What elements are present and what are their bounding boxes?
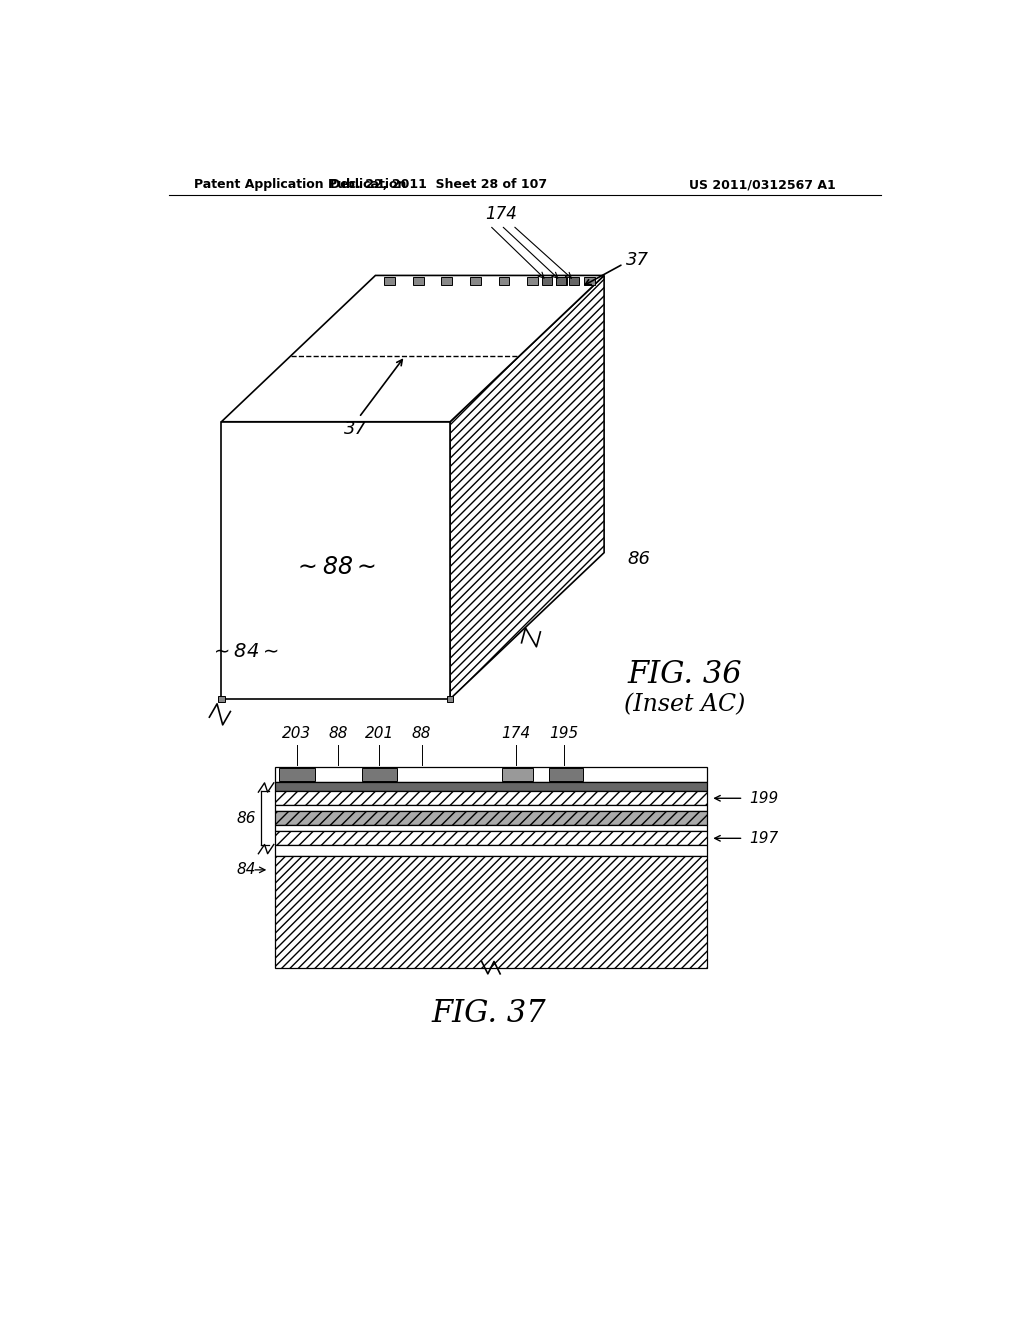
Polygon shape [527, 277, 538, 285]
Text: US 2011/0312567 A1: US 2011/0312567 A1 [688, 178, 836, 191]
Text: 86: 86 [628, 550, 650, 568]
Text: 195: 195 [550, 726, 579, 742]
Polygon shape [275, 781, 707, 792]
Polygon shape [503, 768, 534, 780]
Text: 88: 88 [329, 726, 348, 742]
Polygon shape [556, 277, 565, 285]
Polygon shape [447, 696, 454, 702]
Polygon shape [470, 277, 481, 285]
Polygon shape [280, 768, 315, 780]
Text: FIG. 36: FIG. 36 [628, 659, 742, 690]
Polygon shape [585, 277, 595, 285]
Polygon shape [275, 812, 707, 825]
Polygon shape [384, 277, 395, 285]
Polygon shape [221, 276, 604, 422]
Polygon shape [221, 422, 451, 700]
Text: 86: 86 [237, 810, 256, 826]
Polygon shape [275, 832, 707, 845]
Polygon shape [275, 767, 707, 781]
Polygon shape [275, 805, 707, 812]
Polygon shape [556, 277, 566, 285]
Polygon shape [451, 276, 604, 700]
Polygon shape [542, 277, 552, 285]
Text: 199: 199 [749, 791, 778, 805]
Polygon shape [441, 277, 453, 285]
Text: $\sim$84$\sim$: $\sim$84$\sim$ [210, 642, 279, 661]
Text: 174: 174 [485, 205, 517, 223]
Text: Patent Application Publication: Patent Application Publication [194, 178, 407, 191]
Text: (Inset AC): (Inset AC) [625, 693, 745, 717]
Text: 37: 37 [626, 251, 649, 269]
Polygon shape [275, 792, 707, 805]
Polygon shape [413, 277, 424, 285]
Polygon shape [275, 857, 707, 968]
Text: Dec. 22, 2011  Sheet 28 of 107: Dec. 22, 2011 Sheet 28 of 107 [330, 178, 547, 191]
Text: 37: 37 [343, 420, 367, 438]
Polygon shape [275, 825, 707, 832]
Text: FIG. 37: FIG. 37 [431, 998, 546, 1030]
Text: $\sim$88$\sim$: $\sim$88$\sim$ [293, 554, 376, 578]
Text: 197: 197 [749, 830, 778, 846]
Text: 88: 88 [412, 726, 431, 742]
Polygon shape [549, 768, 584, 780]
Text: 203: 203 [283, 726, 311, 742]
Text: 84: 84 [237, 862, 256, 878]
Text: 201: 201 [365, 726, 394, 742]
Polygon shape [275, 845, 707, 857]
Text: 174: 174 [501, 726, 530, 742]
Polygon shape [218, 696, 224, 702]
Polygon shape [361, 768, 397, 780]
Polygon shape [499, 277, 510, 285]
Polygon shape [569, 277, 580, 285]
